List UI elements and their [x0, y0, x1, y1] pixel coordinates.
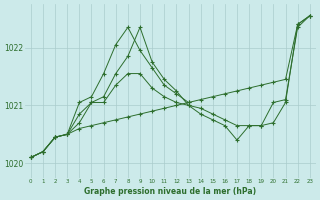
X-axis label: Graphe pression niveau de la mer (hPa): Graphe pression niveau de la mer (hPa) [84, 187, 256, 196]
